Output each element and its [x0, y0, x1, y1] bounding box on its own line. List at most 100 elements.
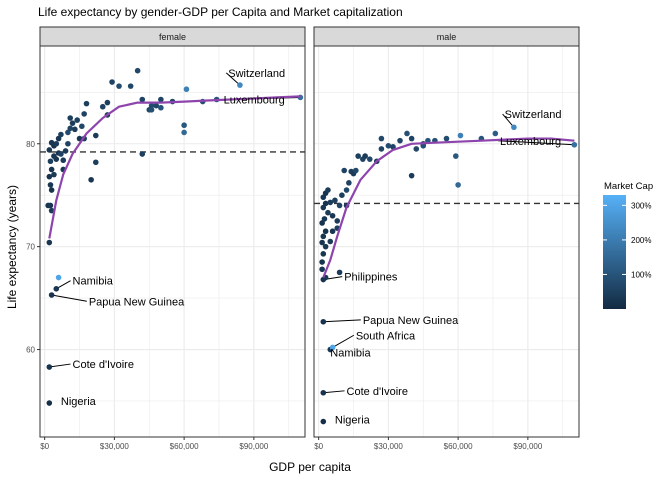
y-axis-title: Life expectancy (years)	[5, 185, 19, 309]
data-point	[319, 239, 325, 246]
data-point	[58, 151, 64, 157]
data-point	[74, 117, 80, 123]
data-point	[443, 135, 450, 142]
data-point	[408, 135, 415, 142]
country-label: Namibia	[330, 348, 371, 360]
data-point	[46, 239, 53, 246]
data-point	[46, 364, 53, 370]
data-point	[104, 99, 111, 106]
data-point	[320, 194, 327, 201]
data-point	[109, 79, 115, 85]
data-point	[183, 86, 190, 93]
legend-tick-label: 300%	[631, 201, 651, 210]
data-point	[48, 139, 55, 146]
data-point	[378, 146, 385, 152]
data-point	[55, 274, 62, 281]
data-point	[320, 233, 327, 240]
data-point	[455, 182, 461, 188]
legend-tick-label: 200%	[631, 236, 651, 245]
data-point	[153, 102, 160, 109]
data-point	[327, 199, 334, 206]
data-point	[51, 153, 57, 159]
x-tick-label: $60,000	[170, 442, 199, 451]
country-label: Nigeria	[335, 415, 371, 427]
data-point	[46, 173, 53, 180]
data-point	[46, 400, 53, 406]
country-label: Cote d'Ivoire	[347, 386, 408, 398]
x-tick-label: $90,000	[239, 442, 268, 451]
data-point	[325, 209, 331, 216]
country-label: Philippines	[344, 272, 398, 284]
smooth-line	[48, 95, 301, 239]
data-point	[62, 148, 69, 154]
data-point	[181, 129, 187, 136]
data-point	[47, 158, 54, 165]
country-label: Luxembourg	[224, 95, 285, 107]
data-point	[47, 202, 54, 209]
country-label: Luxembourg	[500, 136, 561, 148]
facet-strip-label: female	[159, 32, 186, 42]
data-point	[319, 220, 325, 226]
label-leader-line	[323, 390, 345, 394]
data-point	[322, 228, 329, 235]
data-point	[139, 151, 146, 157]
x-tick-label: $60,000	[444, 442, 473, 451]
data-point	[341, 167, 348, 174]
data-point	[320, 389, 327, 396]
data-point	[325, 187, 331, 193]
data-point	[51, 171, 57, 178]
legend-colorbar	[603, 195, 626, 309]
country-label: South Africa	[356, 330, 416, 342]
data-point	[48, 187, 55, 193]
data-point	[69, 120, 76, 126]
data-point	[353, 167, 359, 174]
data-point	[385, 143, 392, 149]
chart-title: Life expectancy by gender-GDP per Capita…	[38, 5, 403, 19]
data-point	[413, 146, 420, 152]
data-point	[181, 122, 187, 129]
data-point	[339, 192, 345, 198]
data-point	[237, 82, 243, 88]
data-point	[329, 344, 336, 351]
data-point	[148, 102, 155, 109]
data-point	[334, 218, 341, 224]
facet-strip	[313, 26, 580, 47]
data-point	[332, 197, 338, 204]
data-point	[139, 96, 146, 103]
legend-tick-label: 100%	[631, 270, 651, 279]
country-label: Switzerland	[228, 68, 285, 80]
data-point	[72, 126, 78, 133]
y-tick-label: 80	[26, 140, 35, 149]
data-point	[329, 212, 336, 219]
data-point	[158, 96, 164, 103]
label-leader-line	[502, 113, 515, 128]
data-point	[511, 124, 517, 131]
x-axis-title: GDP per capita	[269, 460, 351, 474]
data-point	[452, 153, 459, 159]
x-tick-label: $30,000	[100, 442, 129, 451]
data-point	[134, 67, 141, 74]
label-leader-line	[225, 72, 241, 86]
panel-male: Switzerland Luxembourg Philippines Papua Ne…	[313, 26, 580, 451]
data-point	[362, 153, 368, 159]
country-label: Switzerland	[505, 109, 562, 121]
data-point	[67, 125, 74, 132]
x-tick-label: $30,000	[374, 442, 403, 451]
data-point	[336, 269, 343, 276]
data-point	[53, 286, 60, 292]
data-point	[320, 318, 327, 325]
data-point	[46, 147, 53, 153]
country-label: Papua New Guinea	[363, 315, 459, 327]
data-point	[322, 243, 329, 250]
data-point	[65, 140, 71, 147]
data-point	[53, 140, 60, 147]
facet-panels: Switzerland Luxembourg Namibia Papua New Gu…	[26, 26, 580, 451]
data-point	[58, 131, 64, 138]
country-label: Cote d'Ivoire	[73, 359, 134, 371]
data-point	[327, 238, 334, 245]
data-point	[320, 251, 327, 257]
data-point	[346, 180, 352, 186]
data-point	[329, 228, 336, 235]
data-point	[321, 216, 328, 222]
